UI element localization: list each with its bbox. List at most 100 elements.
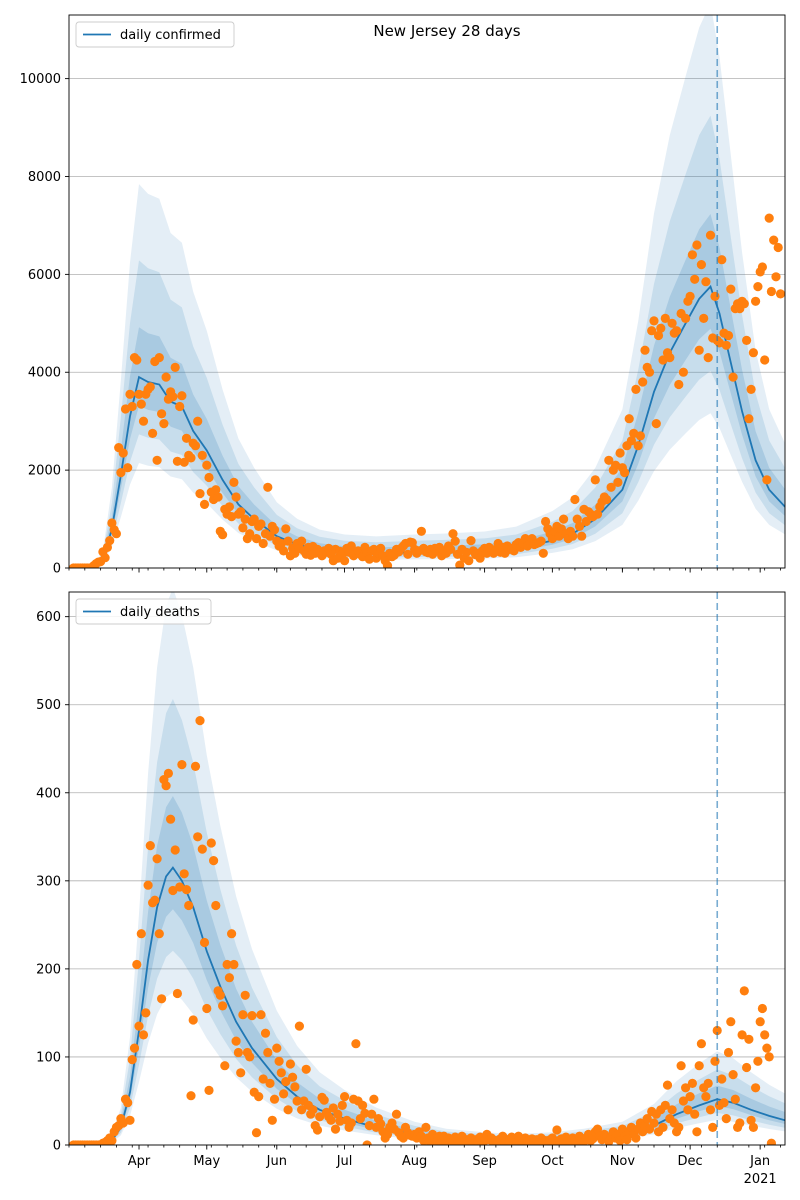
observed-point [660, 1100, 670, 1110]
observed-point [269, 1094, 280, 1104]
observed-point [181, 433, 192, 443]
observed-point [125, 1115, 135, 1125]
observed-point [701, 277, 711, 287]
observed-point [283, 536, 293, 546]
observed-point [766, 1138, 776, 1145]
observed-point [148, 428, 158, 438]
observed-point [590, 475, 600, 485]
observed-point [753, 282, 763, 292]
observed-point [283, 1105, 293, 1115]
observed-point [294, 1021, 304, 1031]
observed-point [739, 299, 749, 309]
plot-area [69, 592, 785, 1145]
observed-point [279, 546, 289, 556]
observed-point [125, 389, 135, 399]
observed-point [735, 1118, 745, 1128]
observed-point [193, 832, 203, 842]
observed-point [258, 538, 268, 549]
observed-point [170, 845, 180, 855]
observed-point [622, 1135, 632, 1145]
observed-point [466, 536, 476, 546]
observed-point [721, 1114, 731, 1124]
observed-point [172, 988, 182, 999]
observed-point [245, 1052, 255, 1062]
observed-point [138, 416, 149, 426]
observed-point [464, 556, 474, 566]
observed-point [193, 416, 203, 426]
observed-point [592, 1124, 603, 1134]
observed-point [694, 345, 704, 355]
observed-point [229, 477, 239, 487]
uncertainty-band-2 [69, 699, 785, 1145]
observed-point [755, 1017, 765, 1027]
x-tick-label: May [193, 1154, 220, 1169]
observed-point [416, 526, 426, 536]
legend-label: daily deaths [120, 605, 200, 620]
observed-point [254, 1092, 264, 1102]
observed-point [177, 760, 187, 770]
observed-point [615, 448, 625, 458]
y-tick-label: 2000 [28, 464, 61, 479]
observed-point [346, 541, 356, 551]
x-tick-label: Apr [128, 1154, 151, 1169]
observed-point [762, 1043, 772, 1053]
observed-point [559, 514, 569, 524]
observed-point [215, 990, 225, 1000]
observed-point [744, 1034, 754, 1044]
observed-point [771, 272, 781, 282]
observed-point [362, 1140, 372, 1145]
legend-box [75, 598, 212, 625]
legend: daily deaths [75, 598, 212, 625]
uncertainty-band-3 [69, 214, 785, 568]
observed-point [267, 1115, 277, 1125]
uncertainty-band-3 [69, 796, 785, 1145]
observed-point [769, 235, 779, 245]
observed-point [660, 313, 670, 323]
observed-point [315, 1112, 325, 1122]
observed-point [746, 384, 756, 394]
observed-point [606, 482, 616, 492]
observed-point [638, 377, 648, 387]
observed-point [705, 1105, 716, 1115]
y-tick-label: 0 [53, 562, 61, 577]
observed-point [157, 994, 167, 1004]
observed-point [222, 959, 232, 970]
observed-point [577, 531, 587, 541]
observed-point [757, 262, 768, 272]
observed-point [568, 531, 578, 541]
observed-point [258, 1074, 268, 1084]
observed-point [764, 1052, 774, 1062]
y-tick-label: 8000 [28, 170, 61, 185]
observed-point [330, 1124, 341, 1134]
observed-point [674, 1122, 684, 1132]
observed-point [179, 869, 189, 879]
observed-point [604, 455, 614, 465]
observed-point [251, 534, 262, 544]
observed-point [145, 382, 155, 392]
observed-point [448, 529, 458, 539]
observed-point [572, 514, 582, 524]
observed-point [656, 323, 666, 333]
observed-point [227, 929, 237, 939]
observed-point [197, 844, 207, 854]
observed-point [272, 1043, 282, 1053]
observed-point [105, 536, 115, 546]
x-tick-label: Nov [610, 1154, 636, 1169]
axes-frame [68, 14, 786, 569]
observed-point [181, 885, 192, 895]
observed-point [762, 475, 772, 485]
y-tick-label: 4000 [28, 366, 61, 381]
observed-point [364, 554, 374, 564]
observed-point [175, 401, 185, 412]
observed-point [172, 456, 182, 466]
observed-point [326, 1115, 336, 1125]
observed-point [717, 255, 727, 265]
observed-point [251, 1128, 262, 1138]
observed-point [319, 1095, 329, 1105]
observed-point [116, 468, 126, 478]
observed-point [672, 326, 682, 336]
observed-point [642, 1114, 652, 1124]
observed-point [269, 525, 280, 535]
observed-point [703, 1078, 713, 1088]
observed-point [667, 1105, 677, 1115]
